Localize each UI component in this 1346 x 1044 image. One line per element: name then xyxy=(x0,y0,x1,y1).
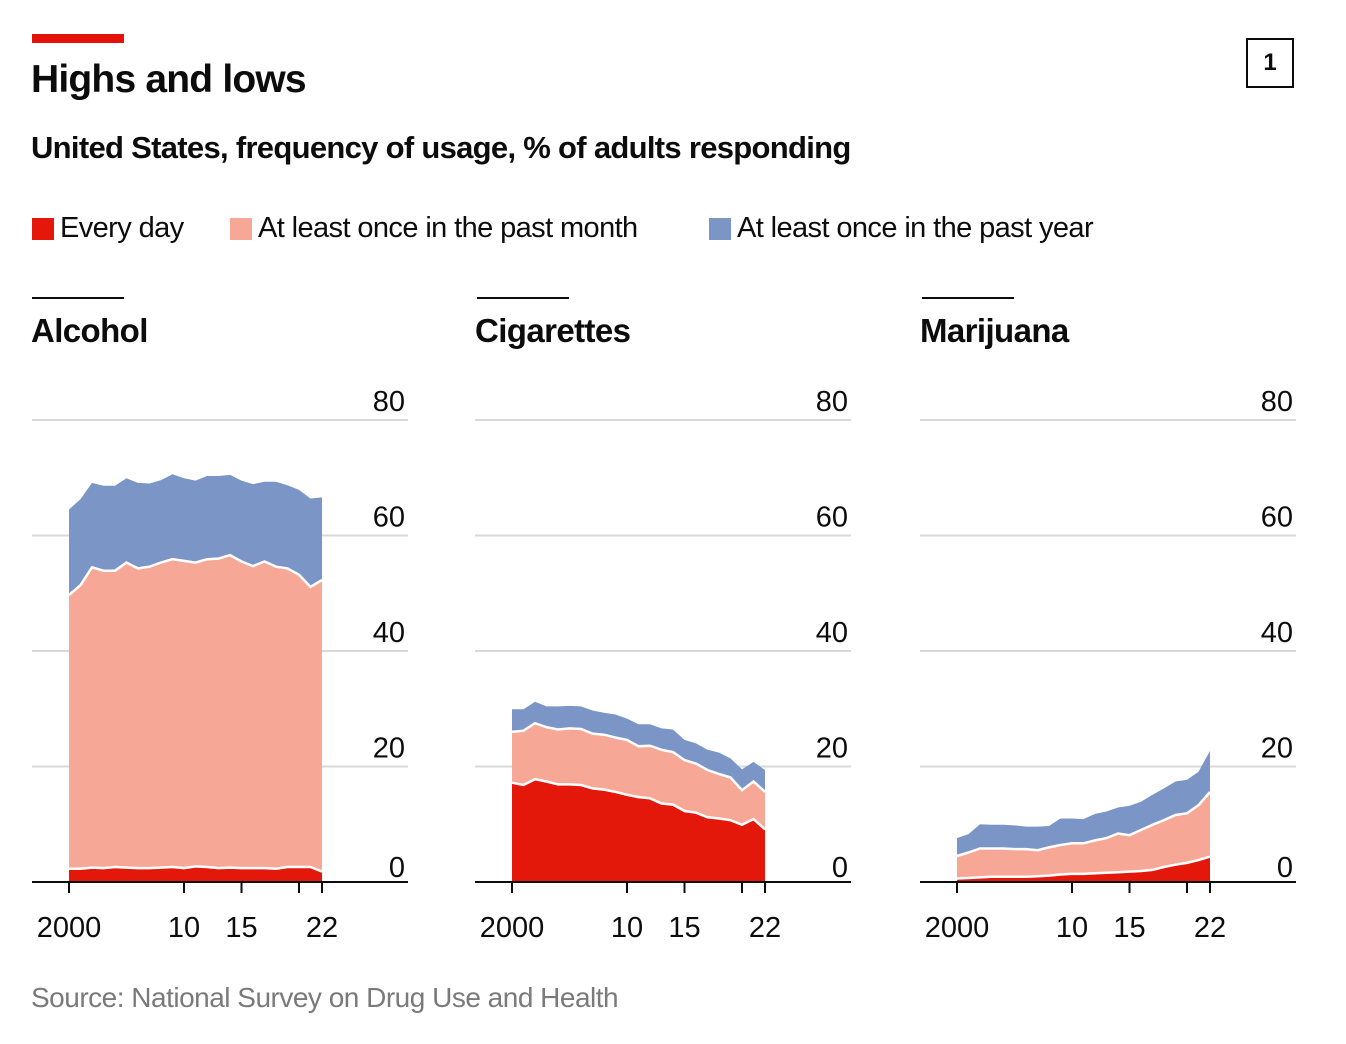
y-tick-label: 80 xyxy=(816,386,848,418)
legend-label: Every day xyxy=(60,212,184,244)
chart-title: Highs and lows xyxy=(31,58,307,101)
legend-label: At least once in the past year xyxy=(737,212,1094,244)
y-tick-label: 0 xyxy=(832,852,848,884)
source-note: Source: National Survey on Drug Use and … xyxy=(31,982,619,1013)
y-tick-label: 40 xyxy=(1261,617,1293,649)
x-tick-label: 22 xyxy=(1194,912,1226,944)
area-separator-line xyxy=(69,865,323,873)
x-tick-label: 2000 xyxy=(480,912,545,944)
panel-title-cigarettes: Cigarettes xyxy=(475,312,631,349)
y-tick-label: 80 xyxy=(373,386,405,418)
area-separator-line xyxy=(511,777,766,831)
x-tick-label: 10 xyxy=(1056,912,1088,944)
x-tick-label: 22 xyxy=(749,912,781,944)
panel-title-marijuana: Marijuana xyxy=(920,312,1069,349)
y-tick-label: 40 xyxy=(816,617,848,649)
x-tick-label: 15 xyxy=(225,912,257,944)
y-tick-label: 20 xyxy=(1261,733,1293,765)
y-tick-label: 0 xyxy=(1277,852,1293,884)
legend-swatch-past-month xyxy=(230,217,252,240)
chart-number-badge: 1 xyxy=(1246,38,1294,88)
y-tick-label: 80 xyxy=(1261,386,1293,418)
chart-subtitle: United States, frequency of usage, % of … xyxy=(31,130,851,165)
x-tick-label: 15 xyxy=(668,912,700,944)
y-tick-label: 60 xyxy=(1261,502,1293,534)
legend-swatch-past-year xyxy=(709,217,731,240)
legend-swatch-every-day xyxy=(32,217,54,240)
area-every-day xyxy=(512,779,765,882)
y-tick-label: 60 xyxy=(373,502,405,534)
x-tick-label: 2000 xyxy=(925,912,990,944)
area-every-day xyxy=(957,856,1210,882)
y-tick-label: 40 xyxy=(373,617,405,649)
area-at-least-once-in-the-past-month xyxy=(69,555,322,882)
area-separator-line xyxy=(956,791,1211,858)
area-separator-line xyxy=(956,855,1211,880)
panel-rule xyxy=(477,297,569,299)
area-separator-line xyxy=(68,553,323,596)
legend-label: At least once in the past month xyxy=(258,212,638,244)
area-every-day xyxy=(69,866,322,882)
brand-red-bar xyxy=(32,34,124,43)
panel-rule xyxy=(922,297,1014,299)
y-tick-label: 0 xyxy=(389,852,405,884)
panel-rule xyxy=(32,297,124,299)
area-separator-line xyxy=(511,721,766,793)
x-tick-label: 10 xyxy=(168,912,200,944)
x-tick-label: 15 xyxy=(1113,912,1145,944)
x-tick-label: 22 xyxy=(306,912,338,944)
legend-item-every-day: Every day xyxy=(32,212,184,245)
y-tick-label: 60 xyxy=(816,502,848,534)
legend-item-past-month: At least once in the past month xyxy=(230,212,638,245)
area-at-least-once-in-the-past-month xyxy=(957,791,1210,882)
x-tick-label: 2000 xyxy=(37,912,102,944)
y-tick-label: 20 xyxy=(373,733,405,765)
legend-item-past-year: At least once in the past year xyxy=(709,212,1094,245)
y-tick-label: 20 xyxy=(816,733,848,765)
panel-title-alcohol: Alcohol xyxy=(31,312,148,349)
x-tick-label: 10 xyxy=(611,912,643,944)
